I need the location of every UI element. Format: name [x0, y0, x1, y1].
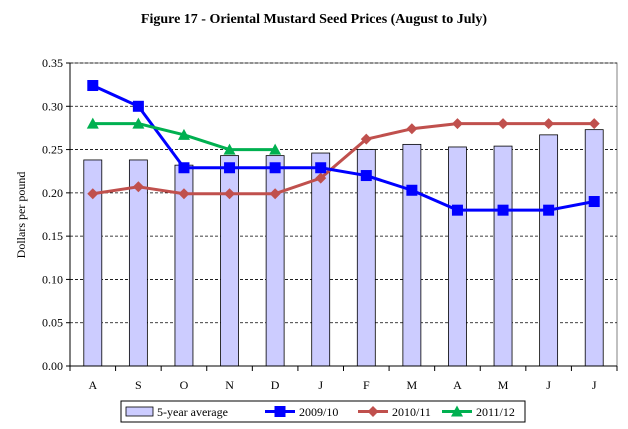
y-tick-label: 0.15 [42, 229, 63, 243]
y-tick-label: 0.20 [42, 186, 63, 200]
data-point [178, 162, 190, 174]
y-axis-label: Dollars per pound [14, 172, 28, 259]
y-tick-label: 0.30 [42, 99, 63, 113]
data-point [132, 100, 144, 112]
data-point [223, 143, 236, 155]
y-tick-label: 0.35 [42, 56, 63, 70]
data-point [497, 118, 509, 130]
data-point [543, 204, 555, 216]
y-tick-label: 0.05 [42, 316, 63, 330]
data-point [178, 188, 190, 200]
data-point [451, 118, 463, 130]
data-point [588, 118, 600, 130]
bar [448, 146, 467, 367]
series-line [92, 84, 595, 212]
data-point [269, 143, 282, 155]
x-tick-label: D [271, 378, 280, 392]
data-point [269, 188, 281, 200]
bar [584, 129, 604, 367]
data-point [224, 162, 236, 174]
data-point [406, 184, 418, 196]
data-point [224, 188, 236, 200]
legend-marker [451, 405, 463, 417]
data-point [132, 117, 145, 129]
data-point [269, 162, 281, 174]
bar [356, 149, 376, 367]
plot-frame [69, 62, 618, 367]
y-tick-label: 0.25 [42, 143, 63, 157]
data-point [315, 162, 327, 174]
x-tick-label: S [135, 378, 142, 392]
legend-marker [274, 406, 286, 417]
x-tick-label: N [225, 378, 234, 392]
y-tick-label: 0.10 [42, 272, 63, 286]
legend-swatch [125, 406, 154, 417]
x-tick-label: O [180, 378, 189, 392]
y-tick-label: 0.00 [42, 359, 63, 373]
data-point [315, 172, 327, 184]
data-point [87, 188, 99, 200]
bar [402, 143, 422, 367]
data-point [543, 118, 555, 130]
data-point [360, 170, 372, 182]
bar [493, 145, 513, 367]
legend-marker [367, 406, 379, 417]
x-tick-label: J [318, 378, 323, 392]
x-tick-label: F [363, 378, 370, 392]
data-point [360, 133, 372, 145]
series-line [92, 122, 595, 196]
bar [311, 152, 331, 367]
data-point [497, 204, 509, 216]
data-point [177, 128, 190, 140]
x-tick-label: J [546, 378, 551, 392]
data-point [406, 123, 418, 135]
x-tick-label: M [498, 378, 509, 392]
legend-label: 2010/11 [392, 405, 431, 419]
x-tick-label: A [453, 378, 462, 392]
legend-label: 2011/12 [476, 405, 515, 419]
x-tick-label: A [88, 378, 97, 392]
bar [539, 134, 559, 367]
data-point [87, 80, 99, 92]
data-point [451, 204, 463, 216]
x-tick-label: M [407, 378, 418, 392]
bar [220, 155, 239, 367]
bar [265, 155, 285, 367]
data-point [132, 181, 144, 193]
legend: 5-year average 2009/10 2010/11 2011/12 [120, 400, 526, 423]
plot-area: 0.00 0.05 0.10 0.15 0.20 0.25 0.30 0.35 A S O N D J F M… [42, 56, 618, 392]
legend-box [120, 400, 526, 423]
data-point [86, 117, 99, 129]
legend-label: 5-year average [157, 405, 228, 419]
chart-title: Figure 17 - Oriental Mustard Seed Prices… [141, 12, 488, 27]
x-tick-label: J [592, 378, 597, 392]
legend-label: 2009/10 [299, 405, 338, 419]
data-point [588, 196, 600, 208]
